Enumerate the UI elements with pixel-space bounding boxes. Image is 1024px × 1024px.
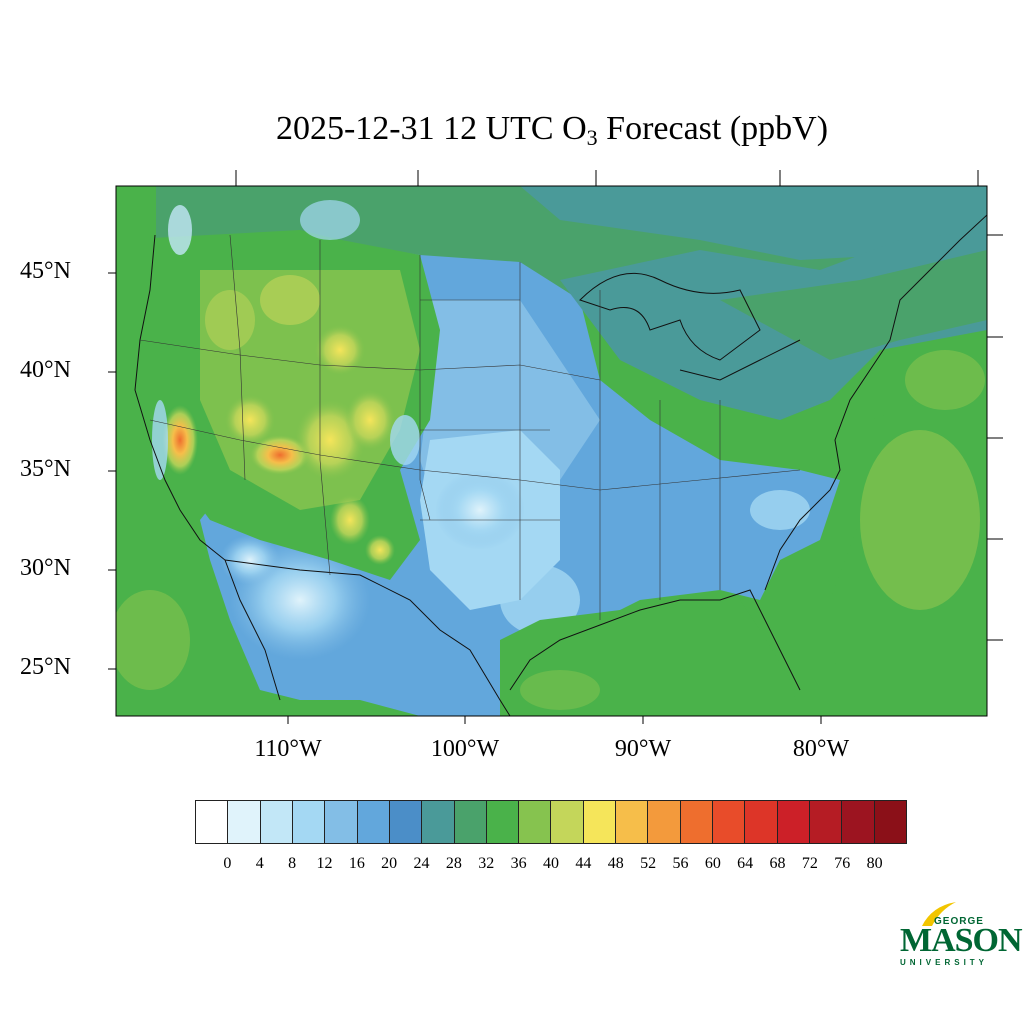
- colorbar-swatch: [196, 801, 229, 843]
- colorbar-swatch: [583, 801, 617, 843]
- colorbar-swatch: [260, 801, 293, 843]
- colorbar: [195, 800, 907, 844]
- colorbar-swatch: [292, 801, 326, 843]
- colorbar-swatch: [357, 801, 390, 843]
- colorbar-swatch: [454, 801, 487, 843]
- colorbar-tick-label: 80: [866, 855, 883, 872]
- colorbar-tick-label: 16: [348, 855, 365, 872]
- lat-label-35n: 35°N: [20, 456, 71, 482]
- colorbar-tick-label: 76: [834, 855, 851, 872]
- lon-label-80w: 80°W: [792, 736, 850, 762]
- george-mason-logo: GEORGE MASON UNIVERSITY: [890, 900, 1023, 970]
- colorbar-swatch: [551, 801, 584, 843]
- colorbar-swatch: [777, 801, 810, 843]
- colorbar-tick-label: 48: [607, 855, 624, 872]
- colorbar-swatch: [680, 801, 713, 843]
- colorbar-tick-label: 64: [737, 855, 754, 872]
- coastlines: [134, 214, 987, 716]
- lat-label-40n: 40°N: [20, 357, 71, 383]
- lat-label-30n: 30°N: [20, 555, 71, 581]
- colorbar-tick-label: 40: [543, 855, 559, 872]
- logo-university-text: UNIVERSITY: [900, 958, 989, 967]
- colorbar-swatch: [745, 801, 778, 843]
- logo-george-text: GEORGE: [934, 916, 984, 927]
- map-frame: [115, 185, 988, 717]
- map-field: [116, 186, 987, 716]
- colorbar-swatch: [228, 801, 261, 843]
- colorbar-swatch: [325, 801, 358, 843]
- colorbar-tick-label: 44: [575, 855, 592, 872]
- colorbar-swatch: [616, 801, 649, 843]
- colorbar-swatch: [713, 801, 746, 843]
- logo-swoosh-icon: [922, 902, 956, 926]
- colorbar-swatch: [519, 801, 552, 843]
- colorbar-tick-label: 56: [672, 855, 689, 872]
- colorbar-tick-label: 60: [704, 855, 721, 872]
- colorbar-tick-label: 8: [288, 855, 297, 872]
- colorbar-tick-label: 28: [445, 855, 462, 872]
- colorbar-tick-label: 0: [223, 855, 232, 872]
- colorbar-tick-label: 24: [413, 855, 430, 872]
- colorbar-swatch: [809, 801, 843, 843]
- lon-label-90w: 90°W: [614, 736, 672, 762]
- axis-ticks: [108, 170, 1003, 724]
- lat-label-25n: 25°N: [20, 654, 71, 680]
- colorbar-tick-label: 4: [255, 855, 264, 872]
- colorbar-tick-label: 36: [510, 855, 527, 872]
- lon-label-100w: 100°W: [430, 736, 500, 762]
- colorbar-swatch: [389, 801, 423, 843]
- colorbar-swatch: [874, 801, 906, 843]
- colorbar-swatch: [842, 801, 875, 843]
- colorbar-tick-label: 12: [316, 855, 333, 872]
- colorbar-tick-label: 20: [381, 855, 398, 872]
- colorbar-swatch: [486, 801, 520, 843]
- colorbar-swatch: [648, 801, 681, 843]
- colorbar-tick-label: 32: [478, 855, 495, 872]
- lon-label-110w: 110°W: [254, 736, 322, 762]
- lat-label-45n: 45°N: [20, 258, 71, 284]
- colorbar-tick-label: 52: [640, 855, 657, 872]
- colorbar-swatch: [422, 801, 455, 843]
- colorbar-tick-label: 68: [769, 855, 786, 872]
- colorbar-tick-label: 72: [801, 855, 818, 872]
- map-title: 2025-12-31 12 UTC O3 Forecast (ppbV): [275, 110, 829, 150]
- state-borders: [139, 234, 801, 620]
- logo-mason-text: MASON: [900, 922, 1023, 959]
